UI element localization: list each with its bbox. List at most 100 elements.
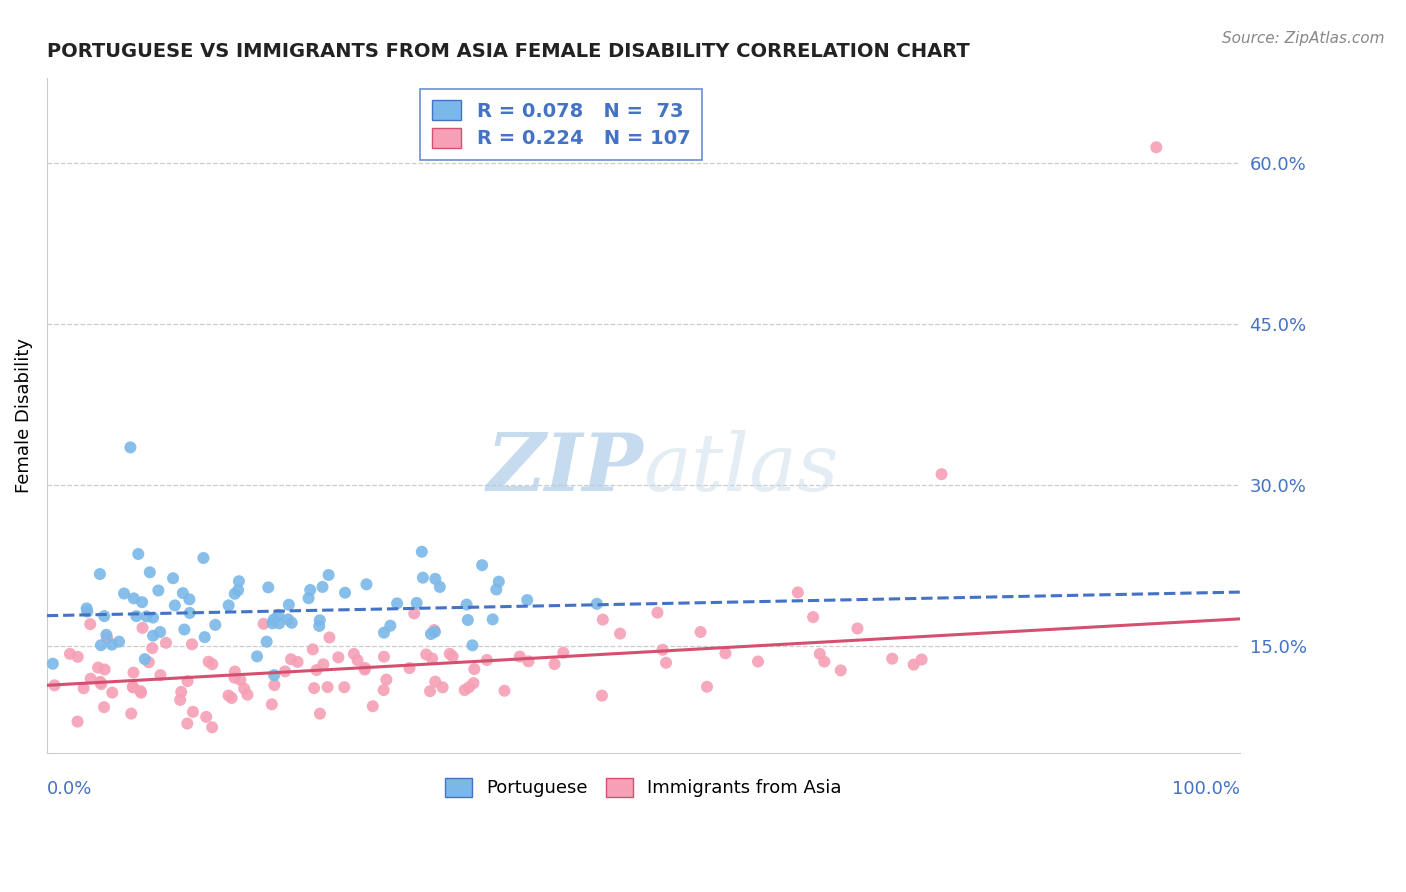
Point — [76, 601, 98, 615]
Point — [176, 674, 198, 689]
Point — [170, 685, 193, 699]
Point — [609, 626, 631, 640]
Point — [263, 613, 285, 627]
Point — [194, 630, 217, 644]
Point — [269, 616, 291, 631]
Point — [299, 582, 322, 597]
Point — [93, 663, 115, 677]
Point — [543, 657, 565, 671]
Point — [90, 638, 112, 652]
Point — [262, 616, 284, 631]
Point — [516, 593, 538, 607]
Point — [353, 663, 375, 677]
Point — [90, 677, 112, 691]
Point — [233, 681, 256, 696]
Point — [108, 634, 131, 648]
Point — [423, 624, 446, 639]
Point — [287, 655, 309, 669]
Point — [586, 597, 609, 611]
Point — [120, 706, 142, 721]
Point — [471, 558, 494, 573]
Point — [457, 613, 479, 627]
Point — [101, 685, 124, 699]
Point — [193, 551, 215, 566]
Point — [485, 582, 508, 597]
Point — [120, 441, 142, 455]
Point — [224, 665, 246, 679]
Point — [415, 648, 437, 662]
Point — [101, 638, 124, 652]
Point — [786, 585, 808, 599]
Point — [224, 671, 246, 685]
Point — [747, 655, 769, 669]
Point — [229, 673, 252, 687]
Point — [135, 609, 157, 624]
Point — [420, 651, 443, 665]
Point — [696, 680, 718, 694]
Point — [301, 642, 323, 657]
Point — [420, 627, 443, 641]
Point — [277, 598, 299, 612]
Point — [149, 625, 172, 640]
Point — [155, 636, 177, 650]
Point — [333, 585, 356, 599]
Point — [131, 595, 153, 609]
Point — [463, 676, 485, 690]
Point — [280, 652, 302, 666]
Point — [517, 654, 540, 668]
Point — [142, 629, 165, 643]
Point — [129, 686, 152, 700]
Point — [655, 656, 678, 670]
Point — [405, 596, 427, 610]
Point — [385, 596, 408, 610]
Point — [398, 661, 420, 675]
Point — [439, 647, 461, 661]
Point — [195, 710, 218, 724]
Point — [312, 657, 335, 672]
Point — [494, 683, 516, 698]
Point — [423, 623, 446, 637]
Point — [461, 638, 484, 652]
Point — [228, 574, 250, 589]
Point — [328, 650, 350, 665]
Point — [122, 591, 145, 606]
Point — [173, 623, 195, 637]
Text: 0.0%: 0.0% — [46, 780, 93, 797]
Point — [346, 653, 368, 667]
Point — [256, 634, 278, 648]
Text: ZIP: ZIP — [486, 431, 644, 508]
Point — [141, 641, 163, 656]
Point — [204, 618, 226, 632]
Point — [592, 613, 614, 627]
Point — [44, 678, 66, 692]
Point — [808, 647, 831, 661]
Point — [89, 567, 111, 582]
Point — [411, 545, 433, 559]
Point — [218, 689, 240, 703]
Point — [163, 599, 186, 613]
Point — [122, 665, 145, 680]
Point — [373, 625, 395, 640]
Point — [280, 615, 302, 630]
Point — [419, 684, 441, 698]
Point — [201, 720, 224, 734]
Point — [89, 675, 111, 690]
Point — [309, 706, 332, 721]
Point — [181, 705, 204, 719]
Point — [318, 631, 340, 645]
Point — [457, 681, 479, 695]
Point — [127, 547, 149, 561]
Text: atlas: atlas — [644, 431, 839, 508]
Point — [931, 467, 953, 482]
Point — [311, 580, 333, 594]
Point — [129, 684, 152, 698]
Point — [226, 583, 249, 598]
Point — [846, 622, 869, 636]
Point — [453, 683, 475, 698]
Point — [333, 680, 356, 694]
Point — [176, 716, 198, 731]
Point — [689, 624, 711, 639]
Point — [277, 612, 299, 626]
Point — [910, 652, 932, 666]
Point — [882, 651, 904, 665]
